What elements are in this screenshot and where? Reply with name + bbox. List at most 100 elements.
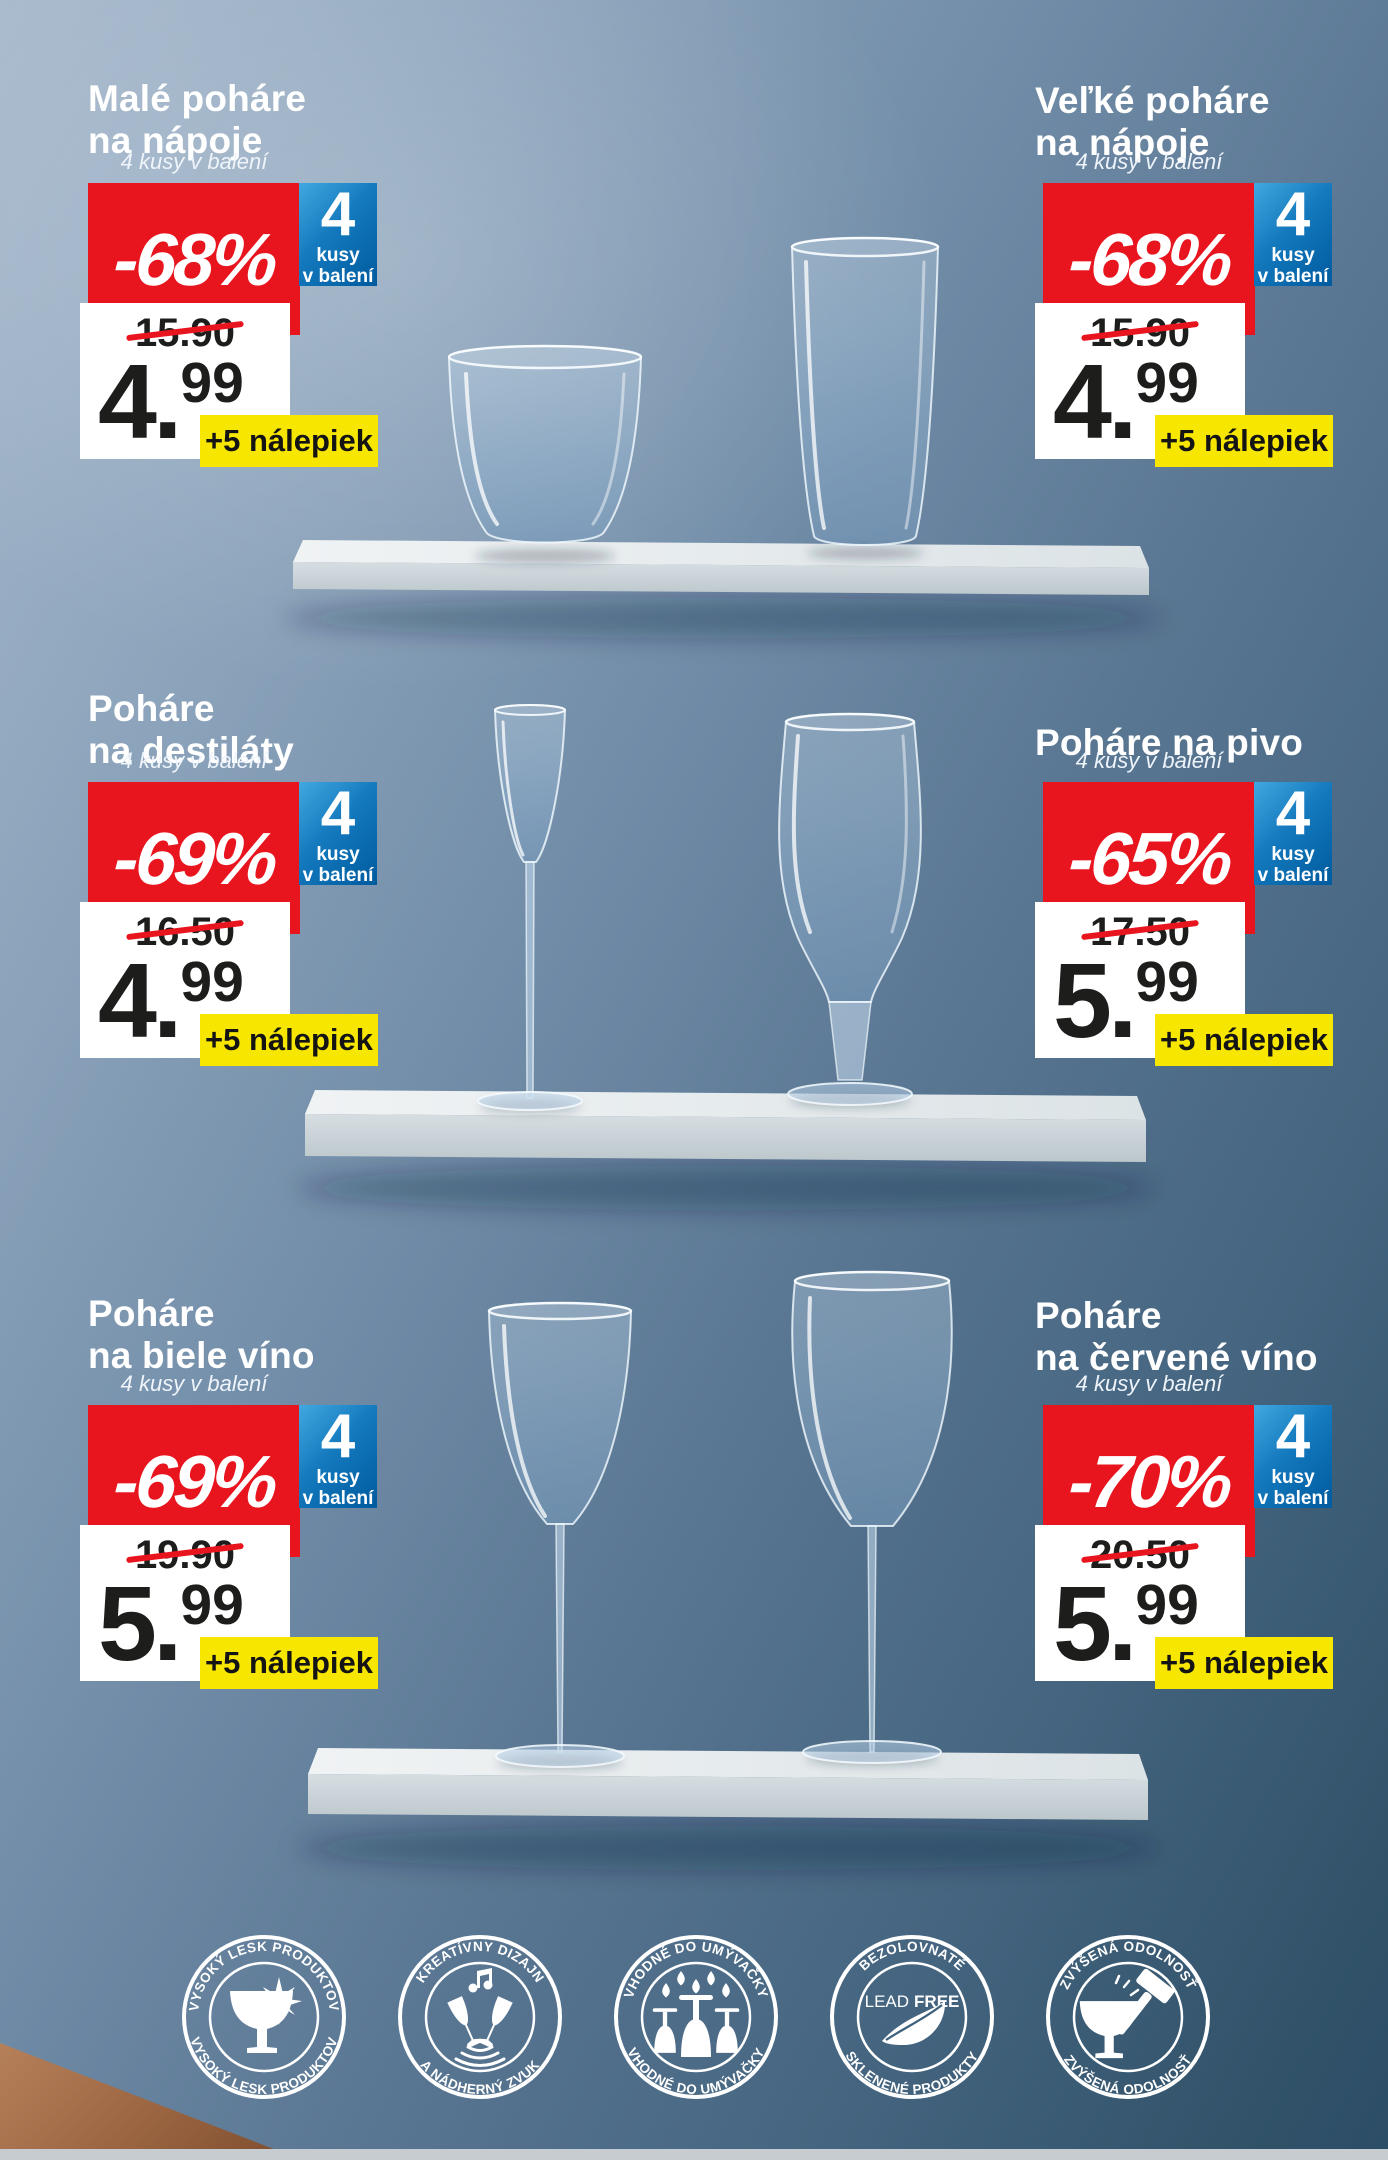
pack-count-badge: 4 kusy v balení — [1254, 180, 1332, 287]
new-price: 5. 99 — [1035, 942, 1245, 1060]
price-box: 20.50 5.99 — [1035, 1525, 1245, 1681]
product-title-line1: Poháre — [1035, 1295, 1162, 1336]
pack-count: 4 — [1275, 1402, 1311, 1471]
price-decimals: 99 — [180, 950, 244, 1014]
highball-glass — [790, 236, 940, 559]
price-decimals: 99 — [1135, 351, 1199, 415]
pack-note: 4 kusy v balení — [1075, 748, 1223, 773]
feature-seals: VYSOKÝ LESK PRODUKTOV VYSOKÝ LESK PRODUK… — [182, 1935, 1210, 2099]
old-price: 19.90 — [126, 1535, 244, 1575]
pack-count: 4 — [320, 1402, 356, 1471]
pack-note: 4 kusy v balení — [120, 1371, 268, 1396]
pack-count: 4 — [1275, 180, 1311, 249]
pack-note: 4 kusy v balení — [120, 149, 268, 174]
durability-hammer-icon — [1079, 1968, 1175, 2059]
product-title: Poháre na destiláty — [88, 688, 294, 772]
seal-high-gloss: VYSOKÝ LESK PRODUKTOV VYSOKÝ LESK PRODUK… — [182, 1935, 346, 2099]
pack-unit-line1: kusy — [316, 1467, 360, 1488]
pack-unit-line2: v balení — [1257, 266, 1329, 287]
pack-count: 4 — [320, 180, 356, 249]
sticker-badge: +5 nálepiek — [200, 1637, 378, 1689]
price-decimals: 99 — [180, 351, 244, 415]
lead-free-leaf-icon: LEAD FREE — [865, 1992, 960, 2045]
pack-note: 4 kusy v balení — [120, 748, 268, 773]
new-price: 5. 99 — [1035, 1571, 1245, 1677]
product-title-line2: na červené víno — [1035, 1337, 1318, 1379]
product-title-line2: na nápoje — [1035, 122, 1210, 164]
product-title: Poháre na pivo — [1035, 722, 1303, 764]
pack-count-badge: 4 kusy v balení — [299, 180, 377, 287]
seal-durability: ZVÝŠENÁ ODOLNOSŤ ZVÝŠENÁ ODOLNOSŤ — [1046, 1935, 1210, 2099]
svg-text:SKLENENÉ PRODUKTY: SKLENENÉ PRODUKTY — [843, 2049, 982, 2097]
sticker-badge: +5 nálepiek — [200, 1014, 378, 1066]
price-box: 15.90 4.99 — [80, 303, 290, 459]
price-decimals: 99 — [180, 1573, 244, 1637]
shelf-middle — [296, 1090, 1156, 1210]
product-title: Veľké poháre na nápoje — [1035, 80, 1270, 164]
product-title-line1: Poháre na pivo — [1035, 722, 1304, 763]
seal-creative-design: KREATÍVNY DIZAJN A NÁDHERNÝ ZVUK — [398, 1935, 562, 2099]
price-main: 4. — [98, 343, 182, 461]
shelf-bottom — [298, 1748, 1158, 1870]
product-title-line1: Veľké poháre — [1035, 80, 1270, 121]
pack-unit-line2: v balení — [1257, 1488, 1329, 1509]
pack-unit-line2: v balení — [302, 865, 374, 886]
sticker-badge: +5 nálepiek — [200, 415, 378, 467]
product-title-line1: Malé poháre — [88, 78, 307, 119]
pack-unit-line1: kusy — [1271, 844, 1315, 865]
discount-value: -69% — [110, 1439, 278, 1523]
old-price: 16.50 — [126, 912, 244, 952]
pack-unit-line1: kusy — [1271, 1467, 1315, 1488]
product-title: Poháre na červené víno — [1035, 1295, 1318, 1379]
pack-note: 4 kusy v balení — [1075, 149, 1223, 174]
new-price: 5. 99 — [80, 1565, 290, 1683]
pack-count-badge: 4 kusy v balení — [299, 779, 377, 886]
price-main: 5. — [98, 1565, 182, 1683]
new-price: 4. 99 — [1035, 343, 1245, 461]
price-decimals: 99 — [1135, 950, 1199, 1014]
pack-unit-line2: v balení — [302, 1488, 374, 1509]
sparkling-glass-icon — [230, 1977, 302, 2053]
new-price: 4. 99 — [80, 942, 290, 1060]
discount-value: -68% — [1065, 217, 1233, 301]
pack-count: 4 — [320, 779, 356, 848]
discount-value: -70% — [1065, 1439, 1233, 1523]
sticker-badge: +5 nálepiek — [1155, 415, 1333, 467]
pack-unit-line2: v balení — [302, 266, 374, 287]
svg-text:BEZOLOVNATÉ: BEZOLOVNATÉ — [856, 1939, 968, 1974]
seal-lead-free: BEZOLOVNATÉ SKLENENÉ PRODUKTY LEAD FREE — [830, 1935, 994, 2099]
discount-value: -69% — [110, 816, 278, 900]
old-price: 15.90 — [1081, 313, 1199, 353]
pack-count-badge: 4 kusy v balení — [1254, 1402, 1332, 1509]
old-price: 15.90 — [126, 313, 244, 353]
price-main: 5. — [1053, 942, 1137, 1060]
price-main: 4. — [1053, 343, 1137, 461]
pack-unit-line1: kusy — [316, 245, 360, 266]
pack-unit-line2: v balení — [1257, 865, 1329, 886]
spirits-flute-glass — [477, 704, 583, 1112]
product-title: Malé poháre na nápoje — [88, 78, 306, 162]
tumbler-glass — [447, 344, 643, 563]
pack-unit-line1: kusy — [1271, 245, 1315, 266]
old-price: 17.50 — [1081, 912, 1199, 952]
product-title-line1: Poháre — [88, 1293, 215, 1334]
svg-text:A NÁDHERNÝ ZVUK: A NÁDHERNÝ ZVUK — [418, 2057, 543, 2097]
old-price: 20.50 — [1081, 1535, 1199, 1575]
dishwasher-safe-icon — [652, 1971, 740, 2057]
svg-text:ZVÝŠENÁ ODOLNOSŤ: ZVÝŠENÁ ODOLNOSŤ — [1061, 2052, 1195, 2097]
bottom-strip — [0, 2149, 1388, 2160]
price-decimals: 99 — [1135, 1573, 1199, 1637]
price-main: 4. — [98, 942, 182, 1060]
pack-count-badge: 4 kusy v balení — [1254, 782, 1332, 886]
product-title: Poháre na biele víno — [88, 1293, 315, 1377]
white-wine-glass — [487, 1301, 633, 1769]
new-price: 4. 99 — [80, 343, 290, 461]
price-box: 19.90 5.99 — [80, 1525, 290, 1681]
discount-value: -65% — [1065, 816, 1233, 900]
product-title-line2: na destiláty — [88, 730, 294, 772]
product-title-line2: na biele víno — [88, 1335, 315, 1377]
pack-note: 4 kusy v balení — [1075, 1371, 1223, 1396]
seal-dishwasher-safe: VHODNÉ DO UMÝVAČKY VHODNÉ DO UMÝVAČKY — [614, 1935, 778, 2099]
